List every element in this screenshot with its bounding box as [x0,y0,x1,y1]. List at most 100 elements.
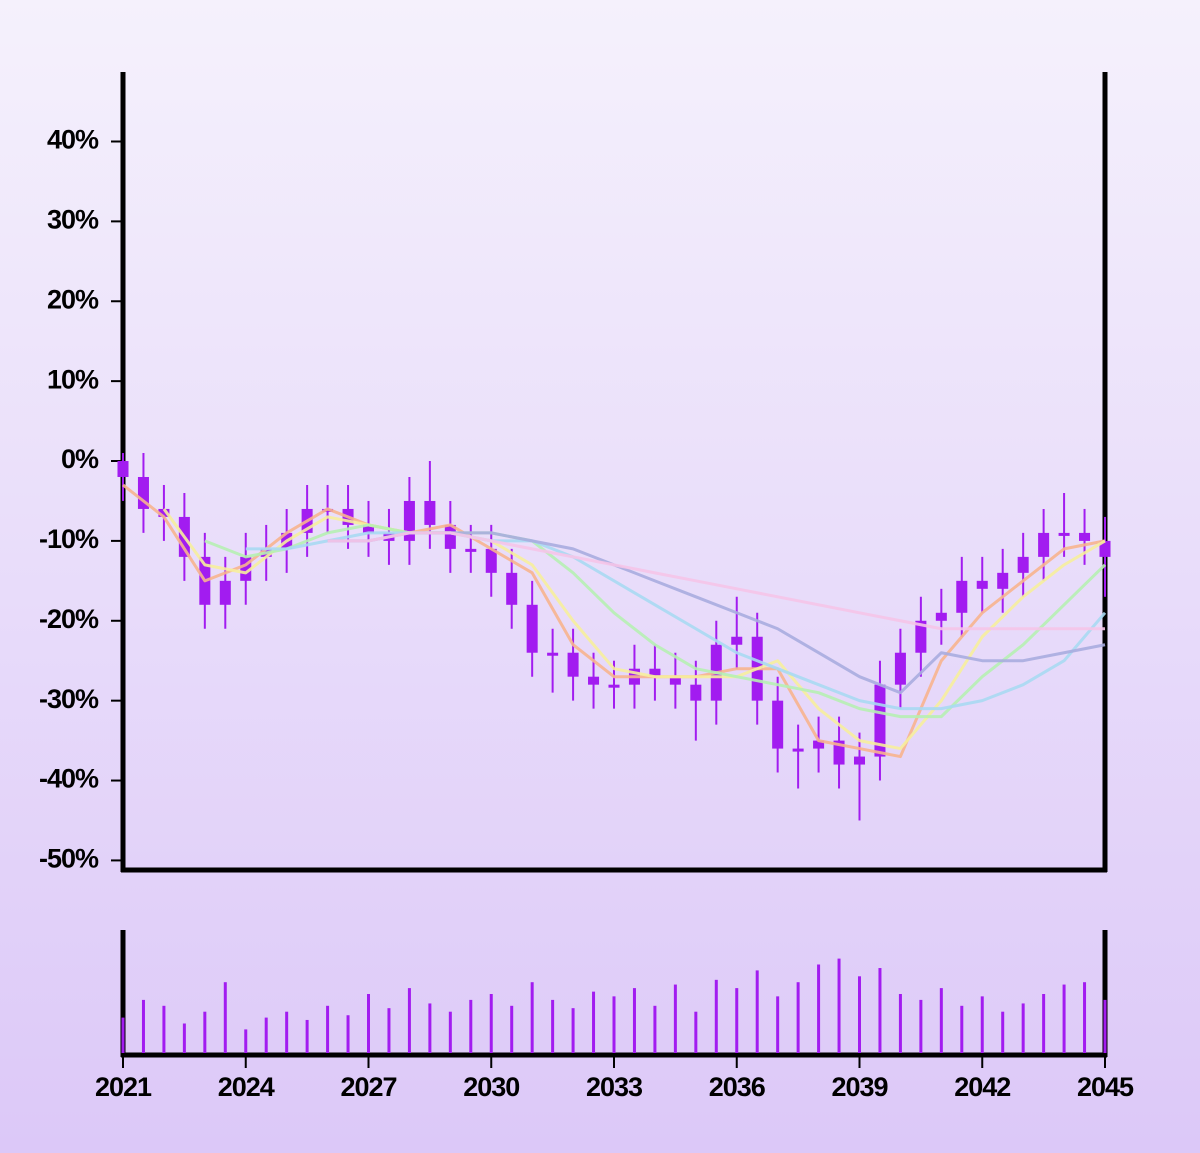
volume-bar [939,988,943,1053]
volume-bar [776,996,780,1053]
volume-bar [735,988,739,1053]
volume-bar [346,1015,350,1053]
volume-bar [407,988,411,1053]
moving-average-line [122,483,1106,759]
volume-bar [858,976,861,1053]
volume-bar [121,1017,125,1053]
candle-body [731,636,743,645]
candle-body [485,548,497,573]
volume-bar [530,982,534,1053]
volume-bar [714,979,718,1053]
x-tick-label: 2024 [218,1072,275,1102]
volume-bar [960,1005,964,1053]
moving-average-line [204,523,1107,719]
volume-bar [162,1005,166,1053]
volume-bar [694,1011,698,1053]
y-tick-label: -10% [39,524,99,554]
candle-body [772,700,784,749]
candle-body [1099,540,1111,557]
volume-bar [612,996,616,1053]
volume-bar [223,982,227,1053]
volume-bar [285,1011,289,1053]
moving-average-line [327,531,1105,631]
volume-bar [796,982,800,1053]
candle-body [158,508,170,517]
volume-bar [448,1011,452,1053]
volume-bar [182,1023,186,1053]
volume-bar [898,994,902,1053]
candle-body [874,684,886,757]
volume-bar [428,1003,432,1053]
candle-body [915,620,927,653]
volume-bar [305,1019,309,1053]
x-tick-label: 2030 [463,1072,519,1102]
x-tick-label: 2039 [831,1072,888,1102]
candle-body [1038,532,1050,557]
candle-body [608,684,620,688]
candle-body [894,652,906,685]
candle-body [976,580,988,589]
volume-bar [510,1005,514,1053]
candle-body [219,580,231,605]
volume-bar [1103,999,1107,1053]
volume-bar [387,1008,391,1053]
y-tick-label: -30% [39,684,99,714]
volume-bar [878,968,882,1053]
volume-bar [592,991,596,1053]
candle-body [117,461,129,477]
candle-body [935,612,947,621]
x-tick-label: 2036 [709,1072,766,1102]
candle-body [1058,532,1070,536]
volume-bar [551,999,555,1053]
y-tick-label: 10% [47,364,99,394]
candle-body [792,748,804,752]
volume-bar [755,970,759,1053]
candle-body [833,740,845,765]
y-tick-label: -20% [39,604,99,634]
volume-bar [817,964,821,1053]
volume-bar [469,999,473,1053]
volume-bar [571,1008,575,1053]
volume-bar [1021,1003,1025,1053]
candle-body [506,572,518,605]
volume-bar [264,1017,268,1053]
candle-body [444,524,456,549]
candle-body [403,500,415,541]
candle-body [1017,556,1029,573]
candle-body [588,676,600,685]
y-tick-label: -50% [39,844,99,874]
volume-bar [837,958,841,1053]
volume-bar [980,996,984,1053]
candle-body [240,556,252,581]
volume-bar [1062,984,1066,1053]
volume-bar [326,1005,330,1053]
y-tick-label: 0% [61,444,99,474]
candle-body [424,500,436,525]
candle-body [526,604,538,653]
candle-body [567,652,579,677]
x-tick-label: 2027 [340,1072,396,1102]
moving-average-line [245,531,1107,711]
candle-body [997,572,1009,589]
volume-bar [1083,982,1087,1053]
volume-bar [367,994,370,1053]
candle-body [956,580,968,613]
candle-body [547,652,559,656]
moving-average-line [162,508,1106,751]
candle-body [362,524,375,533]
candle-body [137,476,149,509]
volume-bar [653,1005,657,1053]
volume-bar [203,1011,207,1053]
candle-body [649,668,661,677]
volume-bar [632,988,636,1053]
volume-bar [1001,1011,1005,1053]
volume-bar [919,999,923,1053]
x-tick-label: 2042 [954,1072,1010,1102]
candle-body [813,740,825,749]
candle-body [853,756,866,765]
volume-bar [141,999,145,1053]
volume-bar [244,1029,248,1053]
candle-body [465,548,477,552]
